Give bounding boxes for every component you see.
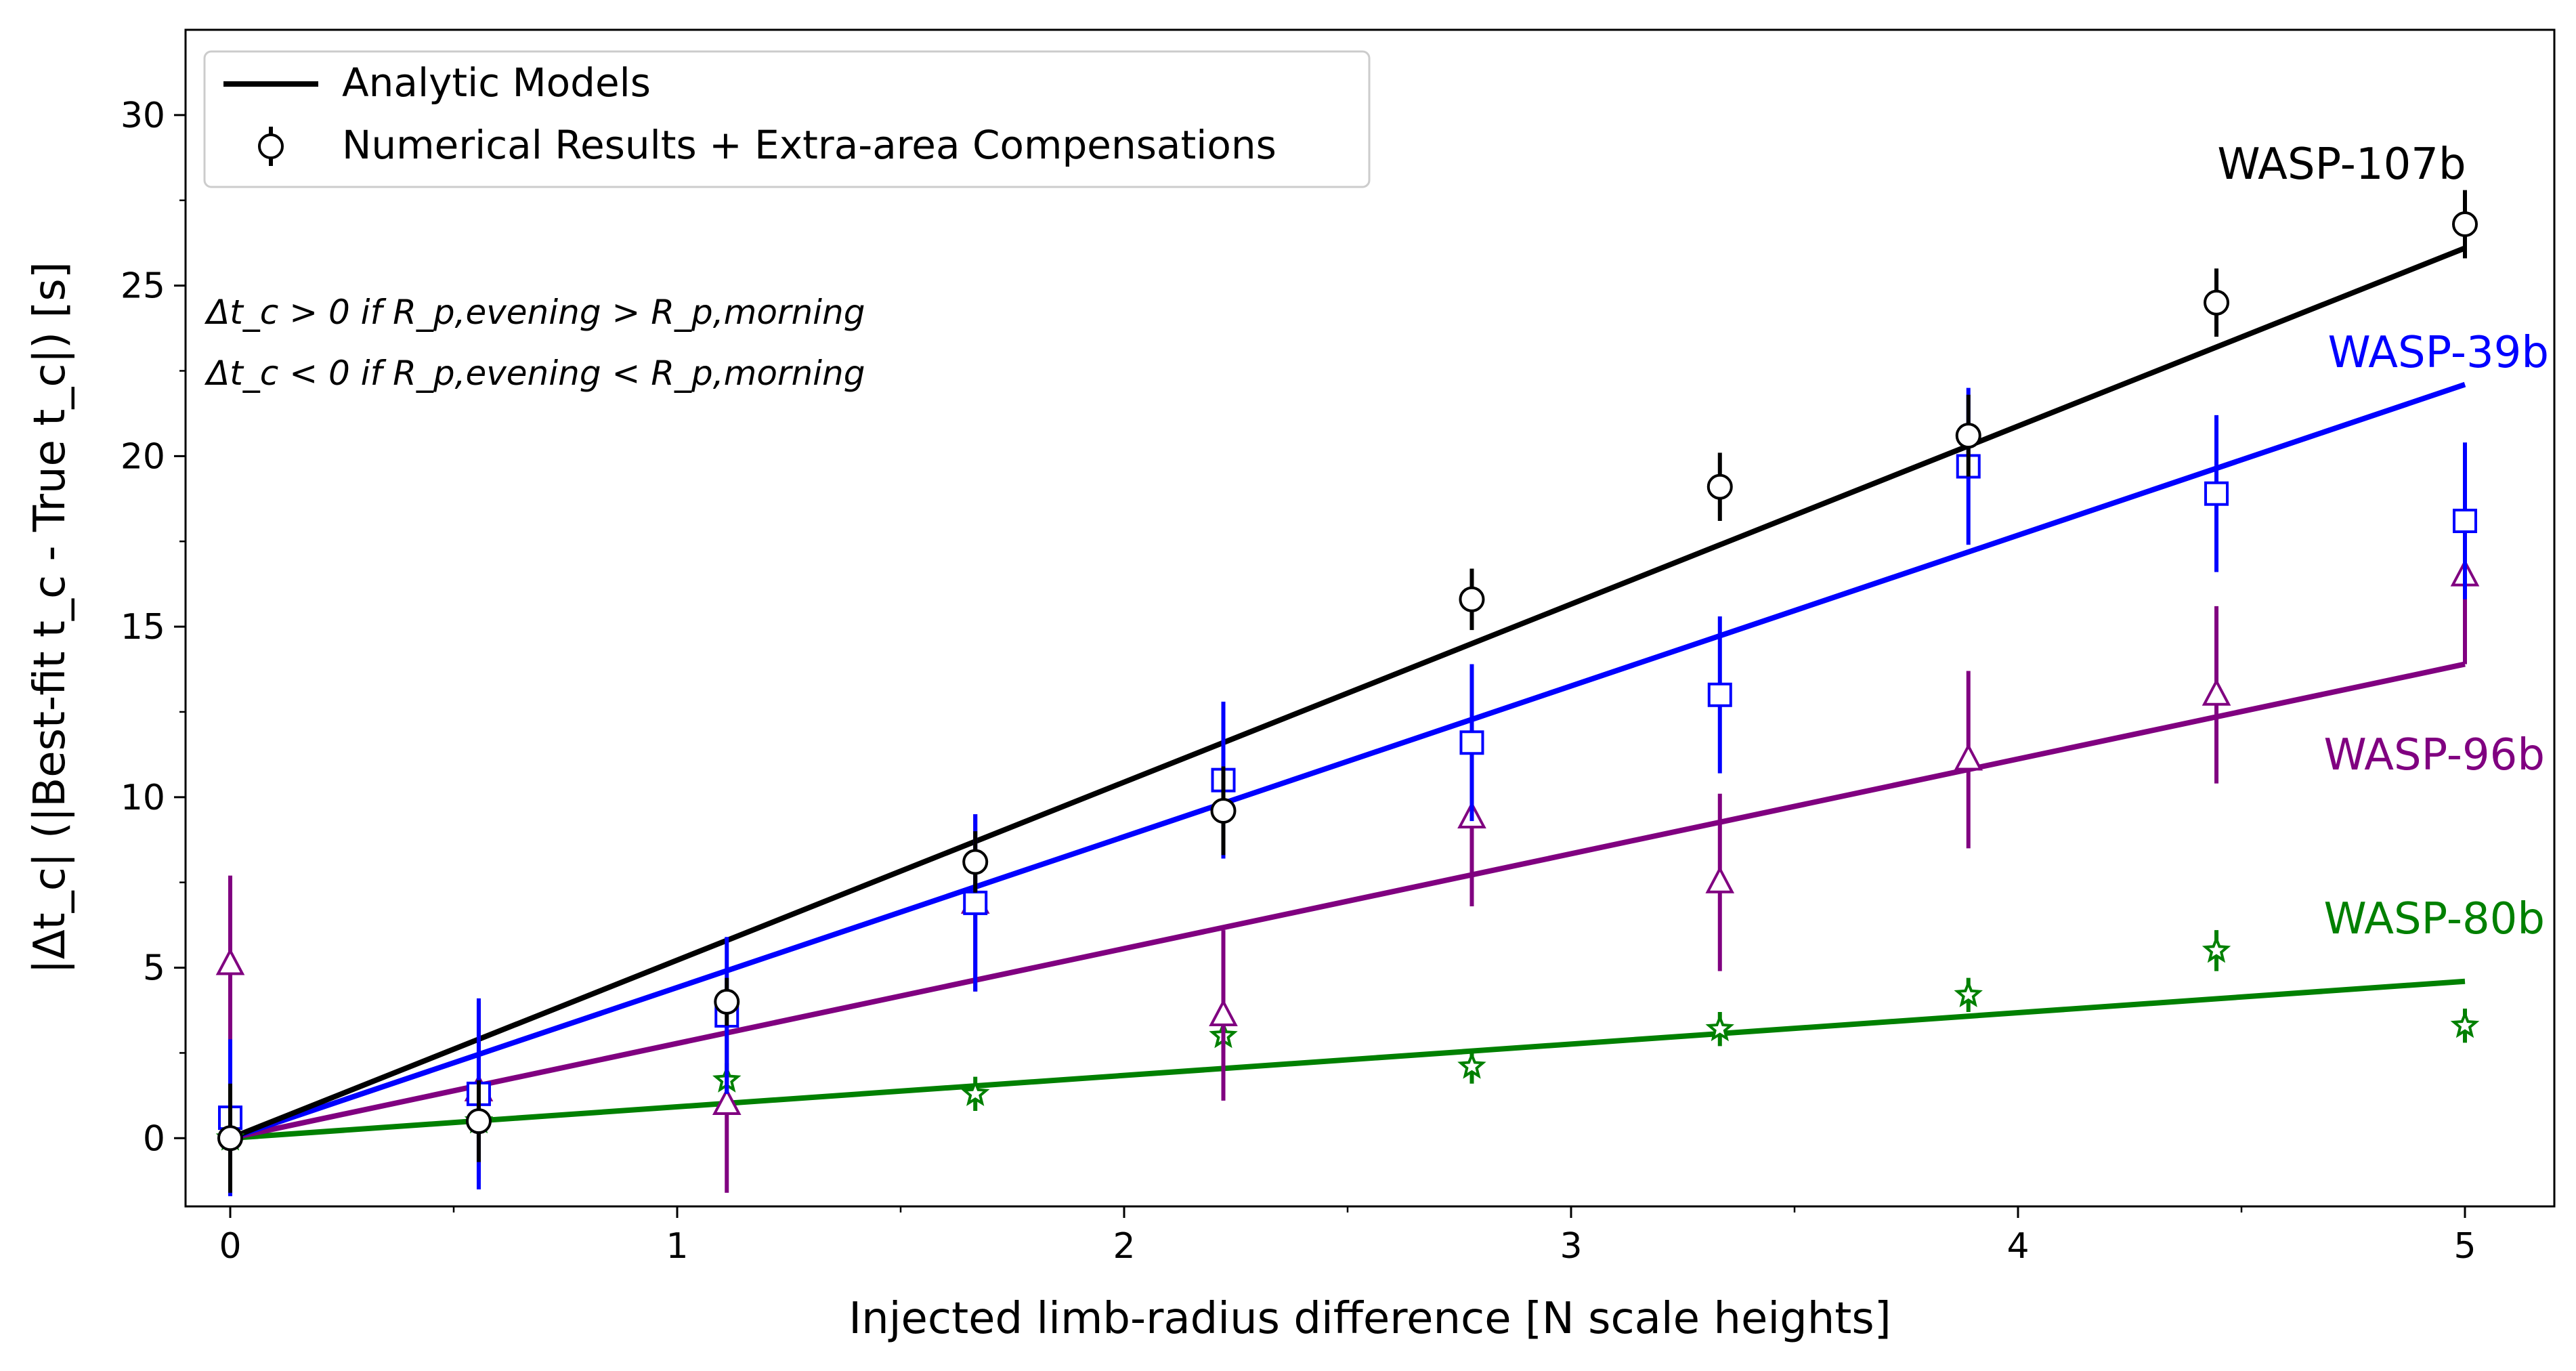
labels-layer: WASP-80b WASP-96b WASP-39b WASP-107b: [2217, 140, 2549, 944]
data-point-triangle: [1954, 743, 1983, 771]
model-line-wasp-107b: [229, 245, 2466, 1141]
axes-layer: 0 1 2 3 4 5 0 5 10 15 20 25 30: [121, 96, 2476, 1267]
series-label-wasp-96b: WASP-96b: [2323, 730, 2545, 780]
data-point-triangle: [215, 948, 245, 975]
data-point-star: [961, 1078, 990, 1106]
y-tick-label: 0: [143, 1118, 165, 1159]
data-point-circle: [1955, 423, 1981, 449]
plot-frame: [184, 28, 2556, 1208]
y-tick-label: 15: [121, 607, 165, 648]
x-axis-label: Injected limb-radius difference [N scale…: [849, 1294, 1891, 1344]
data-point-triangle: [2202, 678, 2231, 706]
data-point-circle: [217, 1125, 243, 1152]
data-point-star: [2450, 1010, 2480, 1038]
y-tick-label: 30: [121, 96, 165, 136]
data-point-circle: [1210, 797, 1237, 824]
model-line-wasp-96b: [230, 661, 2466, 1141]
data-point-triangle: [1705, 866, 1735, 893]
data-point-star: [1705, 1013, 1734, 1042]
y-tick-label: 5: [143, 948, 165, 989]
legend-box: [203, 50, 1371, 188]
x-tick-label: 0: [219, 1226, 241, 1267]
data-point-circle: [1706, 473, 1733, 500]
legend: Analytic Models Numerical Results + Extr…: [203, 50, 1371, 188]
data-point-square: [1459, 730, 1484, 755]
data-point-circle: [1459, 586, 1485, 612]
x-tick-label: 5: [2453, 1226, 2476, 1267]
legend-label-analytic: Analytic Models: [342, 60, 651, 106]
series-wasp-107b: [217, 190, 2478, 1193]
data-point-star: [1954, 979, 1983, 1007]
x-tick-label: 4: [2006, 1226, 2029, 1267]
data-point-circle: [465, 1108, 492, 1135]
data-point-circle: [714, 988, 740, 1015]
y-tick-label: 25: [121, 266, 165, 307]
annotation-negative: Δt_c < 0 if R_p,evening < R_p,morning: [204, 354, 865, 393]
series-layer: [215, 190, 2480, 1196]
data-point-square: [2453, 509, 2477, 534]
x-tick-label: 2: [1113, 1226, 1135, 1267]
x-tick-label: 3: [1560, 1226, 1582, 1267]
data-point-square: [1707, 682, 1732, 707]
data-point-square: [2204, 481, 2229, 506]
data-point-circle: [2204, 289, 2230, 316]
y-tick-label: 10: [121, 778, 165, 818]
model-line-wasp-39b: [229, 381, 2466, 1141]
data-point-circle: [2452, 211, 2478, 237]
annotation-positive: Δt_c > 0 if R_p,evening > R_p,morning: [204, 293, 865, 332]
x-tick-label: 1: [666, 1226, 688, 1267]
legend-label-numerical: Numerical Results + Extra-area Compensat…: [342, 122, 1276, 168]
series-label-wasp-107b: WASP-107b: [2217, 140, 2466, 190]
data-point-circle: [962, 849, 989, 875]
y-tick-label: 20: [121, 436, 165, 477]
model-line-wasp-80b: [230, 978, 2466, 1141]
series-label-wasp-39b: WASP-39b: [2327, 328, 2549, 378]
data-point-star: [2202, 935, 2231, 963]
data-point-triangle: [712, 1087, 742, 1115]
legend-circle-marker: [258, 133, 284, 159]
y-axis-label: |Δt_c| (|Best-fit t_c - True t_c|) [s]: [25, 261, 75, 973]
data-point-triangle: [1209, 998, 1238, 1027]
series-label-wasp-80b: WASP-80b: [2323, 894, 2545, 944]
data-point-square: [963, 890, 988, 915]
data-point-star: [1457, 1051, 1486, 1079]
